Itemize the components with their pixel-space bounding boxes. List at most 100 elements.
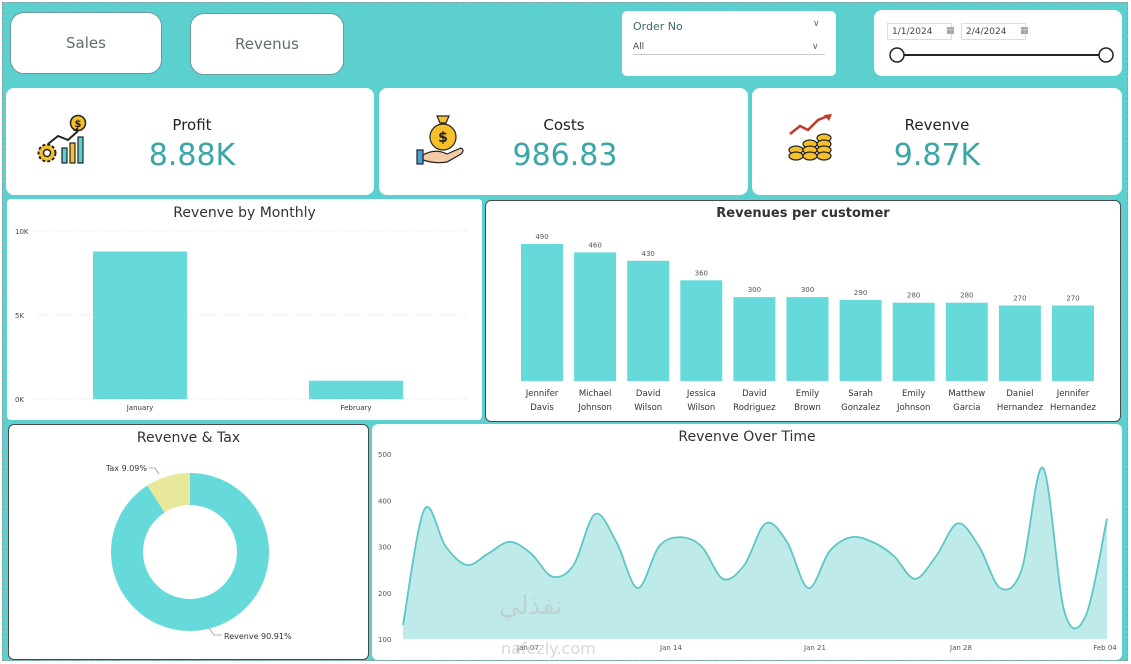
- kpi-revenve-label: Revenve: [904, 116, 970, 134]
- svg-text:$: $: [438, 130, 448, 146]
- bar: [309, 380, 403, 399]
- calendar-icon[interactable]: ▦: [946, 26, 955, 36]
- sales-button-label: Sales: [66, 34, 106, 52]
- kpi-profit-value: 8.88K: [148, 138, 236, 173]
- x-tick-label: Johnson: [577, 403, 612, 413]
- data-label: 300: [801, 286, 814, 294]
- y-tick-label: 200: [378, 590, 391, 598]
- bar: [521, 244, 563, 381]
- x-tick-label: David: [636, 389, 661, 399]
- y-tick-label: 300: [378, 544, 391, 552]
- x-tick-label: David: [742, 389, 767, 399]
- kpi-revenve-value: 9.87K: [893, 138, 981, 173]
- dropdown-chevron-icon[interactable]: ∨: [812, 42, 819, 52]
- x-tick-label: Jennifer: [525, 389, 559, 399]
- kpi-costs-label: Costs: [543, 116, 585, 134]
- x-tick-label: Garcia: [953, 403, 980, 413]
- x-tick-label: Jessica: [686, 389, 716, 399]
- x-tick-label: Gonzalez: [841, 403, 880, 413]
- y-tick-label: 500: [378, 451, 391, 459]
- leader-line: [149, 467, 160, 475]
- coins-growth-icon: [788, 114, 832, 161]
- data-label: 290: [854, 289, 867, 297]
- bar: [680, 280, 723, 381]
- chevron-down-icon[interactable]: ∨: [813, 19, 820, 29]
- kpi-revenve-card: Revenve 9.87K: [752, 88, 1122, 195]
- y-tick-label: 400: [378, 497, 391, 505]
- x-tick-label: Jennifer: [1056, 389, 1090, 399]
- order-no-slicer: Order No ∨ All ∨: [622, 11, 836, 76]
- y-tick-label: 0K: [15, 396, 24, 404]
- x-tick-label: Matthew: [948, 389, 985, 399]
- monthly-bar-chart: 0K 5K 10K January February: [15, 228, 467, 412]
- bar: [839, 299, 882, 381]
- date-range-slicer: 1/1/2024 ▦ 2/4/2024 ▦: [874, 10, 1122, 76]
- kpi-profit-label: Profit: [172, 116, 212, 134]
- x-tick-label: Jan 14: [659, 644, 682, 652]
- bar: [574, 252, 617, 381]
- x-tick-label: January: [126, 404, 154, 412]
- x-tick-label: Rodriguez: [733, 403, 776, 413]
- data-label: 280: [907, 292, 920, 300]
- kpi-profit-card: $ Profit 8.88K: [6, 88, 374, 195]
- order-no-value: All: [633, 42, 645, 52]
- start-date-input[interactable]: 1/1/2024: [887, 23, 952, 40]
- slice-label: Revenve 90.91%: [224, 632, 292, 641]
- monthly-chart-card: Revenve by Monthly 0K 5K 10K January Februar…: [7, 199, 482, 420]
- data-label: 430: [642, 250, 655, 258]
- x-tick-label: Hernandez: [1050, 403, 1097, 413]
- tax-chart-card: Revenve & Tax Tax 9.09% Revenve 90.91%: [8, 424, 369, 660]
- slider-handle-start: [889, 47, 905, 63]
- data-label: 490: [535, 233, 548, 241]
- x-tick-label: Jan 07: [516, 644, 539, 652]
- start-date-value: 1/1/2024: [892, 27, 933, 37]
- x-tick-label: Johnson: [896, 403, 931, 413]
- data-label: 280: [960, 292, 973, 300]
- calendar-icon[interactable]: ▦: [1020, 26, 1029, 36]
- x-tick-label: Brown: [794, 403, 821, 413]
- data-label: 360: [695, 269, 708, 277]
- date-range-slider[interactable]: [874, 10, 1122, 76]
- series-line: [402, 466, 1108, 630]
- customer-chart-title: Revenues per customer: [716, 206, 890, 221]
- svg-text:$: $: [75, 119, 82, 130]
- customer-chart-card: Revenues per customer 490 Jennifer Davis 46…: [485, 200, 1121, 422]
- bar: [998, 305, 1041, 381]
- x-tick-label: Emily: [902, 389, 925, 399]
- tax-chart-title: Revenve & Tax: [136, 430, 241, 446]
- customer-bar-chart: 490 Jennifer Davis 460 Michael Johnson 430 Davi…: [521, 233, 1097, 413]
- tax-donut-chart: Tax 9.09% Revenve 90.91%: [105, 464, 292, 641]
- x-tick-label: February: [340, 404, 371, 412]
- x-tick-label: Emily: [796, 389, 819, 399]
- y-tick-label: 10K: [15, 228, 29, 236]
- end-date-value: 2/4/2024: [966, 27, 1007, 37]
- order-no-title: Order No: [633, 20, 683, 33]
- revenus-button-label: Revenus: [235, 35, 299, 53]
- data-label: 270: [1066, 295, 1079, 303]
- kpi-costs-card: $ Costs 986.83: [379, 88, 748, 195]
- gear-chart-icon: $: [37, 114, 87, 164]
- slice-label: Tax 9.09%: [105, 464, 148, 473]
- bar: [93, 251, 187, 399]
- x-tick-label: Wilson: [687, 403, 715, 413]
- end-date-input[interactable]: 2/4/2024: [961, 23, 1026, 40]
- x-tick-label: Daniel: [1006, 389, 1033, 399]
- bar: [892, 302, 935, 381]
- x-tick-label: Sarah: [848, 389, 873, 399]
- order-no-dropdown[interactable]: All: [633, 38, 825, 55]
- data-label: 270: [1013, 295, 1026, 303]
- bar: [786, 297, 829, 381]
- sales-button[interactable]: Sales: [10, 12, 162, 74]
- time-chart-card: Revenve Over Time 100 200 300 400 500 Jan 07 J…: [372, 424, 1122, 660]
- bar: [733, 297, 776, 381]
- bar: [627, 260, 670, 381]
- bar: [1052, 305, 1094, 381]
- time-chart-title: Revenve Over Time: [678, 429, 816, 445]
- y-tick-label: 5K: [15, 312, 24, 320]
- revenus-button[interactable]: Revenus: [190, 13, 344, 75]
- x-tick-label: Michael: [579, 389, 612, 399]
- slider-handle-end: [1098, 47, 1114, 63]
- pie-slice: [147, 473, 190, 513]
- leader-line: [208, 627, 222, 636]
